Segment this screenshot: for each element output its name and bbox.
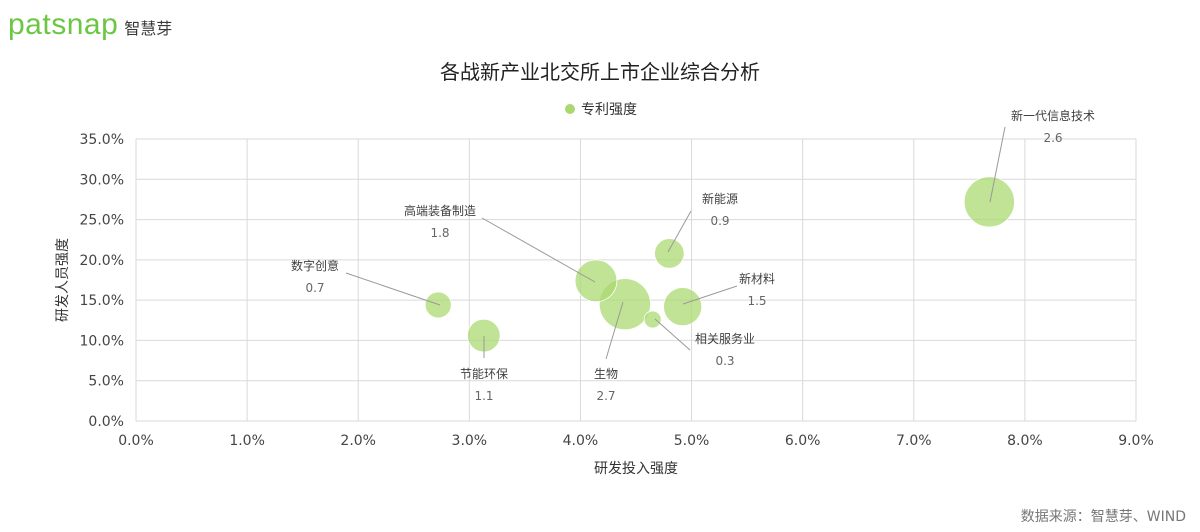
x-tick-label: 7.0% xyxy=(896,433,932,449)
x-tick-label: 3.0% xyxy=(452,433,488,449)
leader-line xyxy=(654,318,691,351)
x-tick-label: 4.0% xyxy=(563,433,599,449)
x-tick-label: 2.0% xyxy=(340,433,376,449)
y-tick-label: 25.0% xyxy=(80,213,124,229)
bubble-size-label: 0.3 xyxy=(715,354,734,368)
y-tick-label: 20.0% xyxy=(80,253,124,269)
bubble-name-label: 节能环保 xyxy=(460,367,508,381)
bubble-name-label: 高端装备制造 xyxy=(404,203,476,218)
leader-line xyxy=(481,217,596,283)
leader-line xyxy=(605,301,624,360)
bubble-point xyxy=(663,287,703,327)
bubble-point xyxy=(654,238,685,269)
bubble-name-label: 新材料 xyxy=(739,271,775,286)
bubble-size-label: 2.6 xyxy=(1043,131,1062,145)
bubble-name-label: 新能源 xyxy=(702,191,738,206)
bubble-point xyxy=(574,259,618,303)
y-axis-label: 研发人员强度 xyxy=(55,238,71,322)
y-tick-label: 10.0% xyxy=(80,333,124,349)
x-axis-label: 研发投入强度 xyxy=(594,461,678,477)
y-tick-label: 5.0% xyxy=(88,374,124,390)
logo-wordmark: patsnap xyxy=(8,8,119,41)
y-tick-label: 30.0% xyxy=(80,172,124,188)
bubble-size-label: 2.7 xyxy=(596,389,615,403)
leader-line xyxy=(667,210,692,253)
y-tick-label: 15.0% xyxy=(80,293,124,309)
x-tick-label: 0.0% xyxy=(118,433,154,449)
bubble-size-label: 0.9 xyxy=(710,214,729,228)
bubble-size-label: 0.7 xyxy=(305,281,324,295)
bubble-name-label: 相关服务业 xyxy=(695,331,755,346)
source-note: 数据来源：智慧芽、WIND xyxy=(1020,509,1186,525)
bubble-size-label: 1.1 xyxy=(474,389,493,403)
x-tick-label: 1.0% xyxy=(229,433,265,449)
patsnap-logo: patsnap 智慧芽 xyxy=(8,8,172,42)
x-tick-label: 6.0% xyxy=(785,433,821,449)
x-tick-label: 5.0% xyxy=(674,433,710,449)
bubble-point xyxy=(643,310,662,329)
x-tick-label: 8.0% xyxy=(1007,433,1043,449)
leader-line xyxy=(682,285,738,305)
x-tick-label: 9.0% xyxy=(1118,433,1154,449)
bubble-name-label: 生物 xyxy=(594,367,618,381)
bubble-size-label: 1.5 xyxy=(747,294,766,308)
y-tick-label: 0.0% xyxy=(88,414,124,430)
bubble-point xyxy=(963,176,1015,228)
logo-chinese-name: 智慧芽 xyxy=(124,19,173,38)
bubble-name-label: 新一代信息技术 xyxy=(1011,108,1095,123)
chart-title: 各战新产业北交所上市企业综合分析 xyxy=(440,60,760,84)
legend-marker xyxy=(565,104,575,114)
leader-line xyxy=(989,126,1006,203)
bubble-size-label: 1.8 xyxy=(430,226,449,240)
y-tick-label: 35.0% xyxy=(80,132,124,148)
legend-label: 专利强度 xyxy=(581,102,637,118)
bubble-point xyxy=(424,291,452,319)
leader-line xyxy=(345,272,441,306)
bubble-name-label: 数字创意 xyxy=(291,258,339,273)
